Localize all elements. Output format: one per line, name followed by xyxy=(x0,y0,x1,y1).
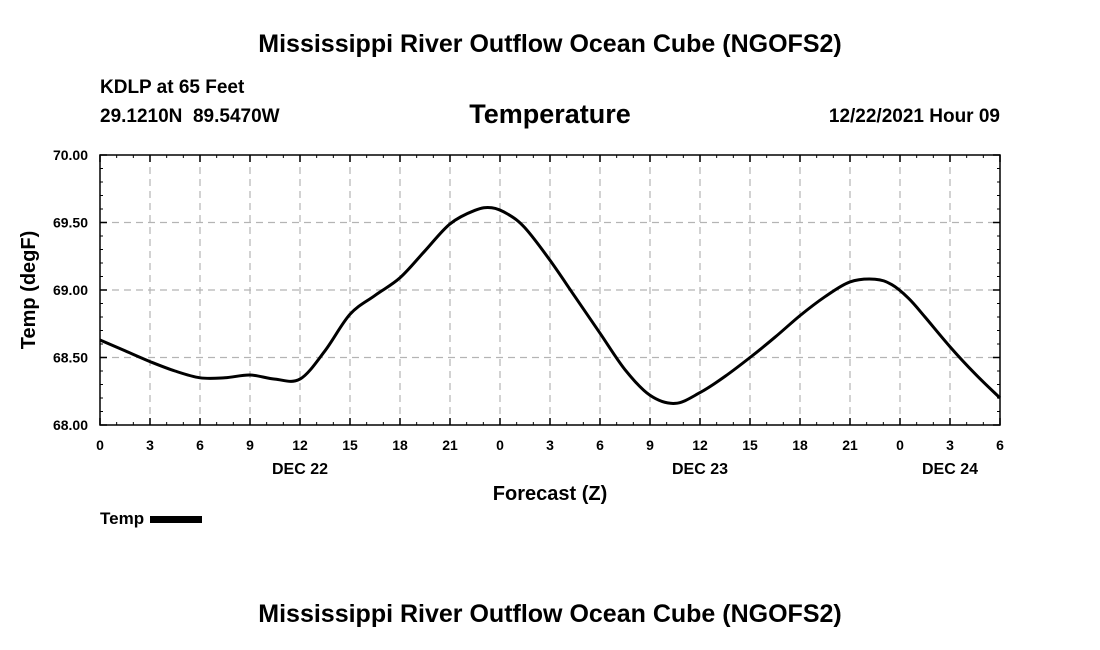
y-tick-label: 68.00 xyxy=(53,417,88,433)
chart-title: Temperature xyxy=(469,99,631,129)
y-tick-label: 69.00 xyxy=(53,282,88,298)
series-line-temp xyxy=(99,205,1002,405)
axes: 0 3 6 9 12 15 18 21 0 3 6 9 12 15 18 21 0 3 6 68.00 68.50 69.… xyxy=(53,147,1004,478)
x-tick-label: 12 xyxy=(292,437,308,453)
legend-swatch-temp xyxy=(150,516,203,524)
x-tick-label: 0 xyxy=(896,437,904,453)
x-tick-label: 21 xyxy=(842,437,858,453)
x-tick-label: 3 xyxy=(946,437,954,453)
station-name-depth: KDLP at 65 Feet xyxy=(100,77,245,98)
x-axis-label: Forecast (Z) xyxy=(493,483,607,505)
y-tick-label: 69.50 xyxy=(53,215,88,231)
date-label: DEC 22 xyxy=(272,461,328,478)
date-label: DEC 23 xyxy=(672,461,728,478)
legend: Temp xyxy=(100,509,203,529)
x-tick-label: 21 xyxy=(442,437,458,453)
x-tick-label: 6 xyxy=(196,437,204,453)
footer-title: Mississippi River Outflow Ocean Cube (NG… xyxy=(258,600,842,628)
x-tick-label: 0 xyxy=(96,437,104,453)
x-tick-label: 9 xyxy=(646,437,654,453)
y-tick-label: 68.50 xyxy=(53,350,88,366)
y-axis-label: Temp (degF) xyxy=(18,231,40,350)
x-tick-label: 18 xyxy=(392,437,408,453)
x-tick-label: 15 xyxy=(742,437,758,453)
data-series xyxy=(99,205,1002,405)
x-tick-label: 9 xyxy=(246,437,254,453)
legend-label-temp: Temp xyxy=(100,509,145,528)
x-tick-label: 3 xyxy=(146,437,154,453)
station-coordinates: 29.1210N 89.5470W xyxy=(100,106,280,127)
x-tick-label: 18 xyxy=(792,437,808,453)
grid-lines xyxy=(100,155,1000,425)
date-label: DEC 24 xyxy=(922,461,978,478)
forecast-datetime: 12/22/2021 Hour 09 xyxy=(828,106,1000,127)
y-tick-label: 70.00 xyxy=(53,147,88,163)
x-tick-label: 3 xyxy=(546,437,554,453)
x-tick-label: 15 xyxy=(342,437,358,453)
x-tick-label: 6 xyxy=(996,437,1004,453)
page-title: Mississippi River Outflow Ocean Cube (NG… xyxy=(258,30,842,58)
x-tick-label: 6 xyxy=(596,437,604,453)
x-tick-label: 0 xyxy=(496,437,504,453)
x-tick-label: 12 xyxy=(692,437,708,453)
